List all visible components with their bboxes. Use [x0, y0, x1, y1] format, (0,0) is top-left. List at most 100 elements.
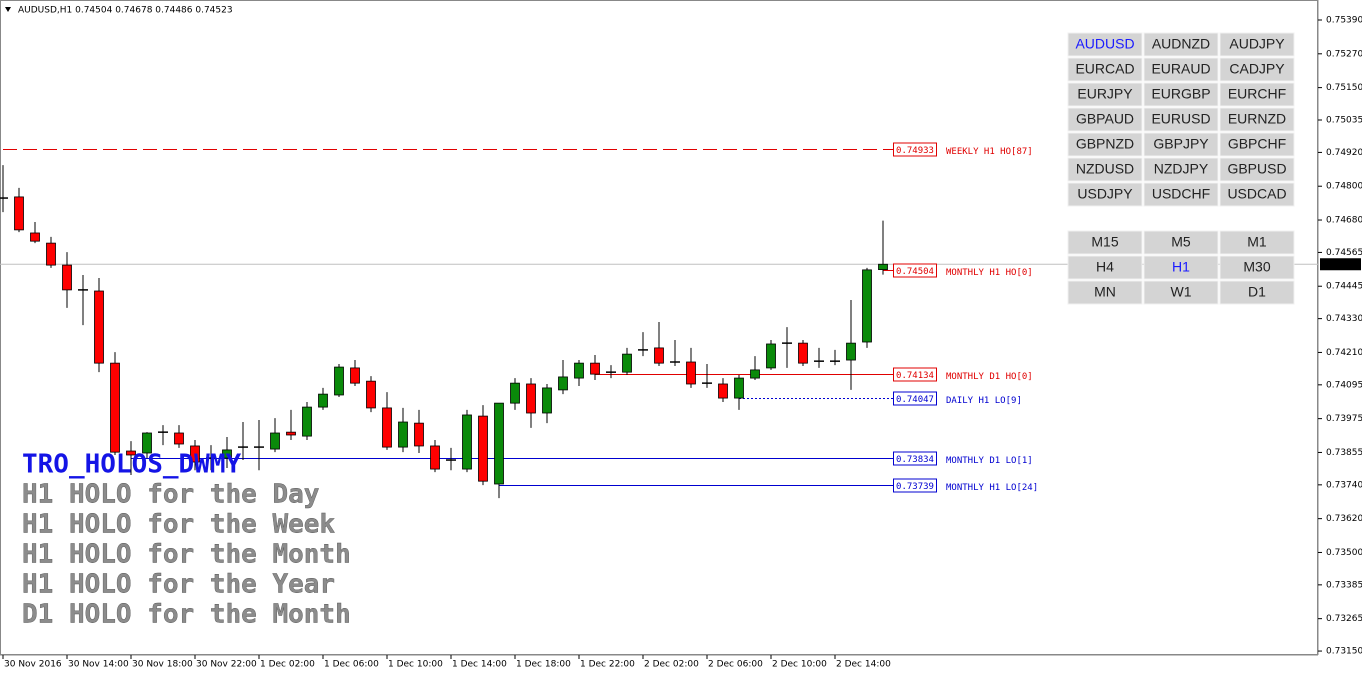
y-tick-label: 0.74920 — [1326, 148, 1362, 158]
overlay-line: H1 HOLO for the Month — [22, 540, 351, 570]
button[interactable] — [1067, 182, 1143, 207]
y-tick-label: 0.73855 — [1326, 448, 1362, 458]
button-label[interactable]: GBPAUD — [1076, 111, 1134, 127]
button-label[interactable]: AUDNZD — [1152, 36, 1210, 52]
button-label[interactable]: D1 — [1248, 284, 1266, 300]
level-box — [893, 142, 937, 157]
button-label[interactable]: EURGBP — [1151, 86, 1210, 102]
button[interactable] — [1219, 82, 1295, 107]
button[interactable] — [1143, 280, 1219, 305]
button-label[interactable]: W1 — [1171, 284, 1192, 300]
button[interactable] — [1219, 57, 1295, 82]
button-label[interactable]: M5 — [1171, 234, 1191, 250]
level-value: 0.73739 — [896, 482, 934, 492]
candle-body — [798, 342, 808, 364]
button-label[interactable]: USDJPY — [1077, 186, 1133, 202]
y-tick-label: 0.73975 — [1326, 414, 1362, 424]
button[interactable] — [1067, 230, 1143, 255]
candle-body — [686, 361, 696, 385]
button-label[interactable]: EURJPY — [1077, 86, 1133, 102]
button-label[interactable]: NZDJPY — [1154, 161, 1209, 177]
button[interactable] — [1067, 255, 1143, 280]
button-label[interactable]: EURUSD — [1151, 111, 1210, 127]
y-tick-label: 0.73620 — [1326, 514, 1362, 524]
button-label[interactable]: USDCAD — [1227, 186, 1286, 202]
button-label[interactable]: AUDUSD — [1075, 36, 1134, 52]
button-label[interactable]: GBPNZD — [1076, 136, 1134, 152]
button[interactable] — [1219, 32, 1295, 57]
button[interactable] — [1219, 182, 1295, 207]
candle-body — [142, 432, 152, 454]
button[interactable] — [1067, 57, 1143, 82]
candle-body — [718, 383, 728, 399]
button-label[interactable]: AUDJPY — [1229, 36, 1285, 52]
candle-body — [46, 242, 56, 266]
button[interactable] — [1143, 157, 1219, 182]
button[interactable] — [1143, 230, 1219, 255]
button-label[interactable]: NZDUSD — [1076, 161, 1134, 177]
button-label[interactable]: GBPJPY — [1153, 136, 1209, 152]
candle-body — [542, 387, 552, 414]
overlay-line: H1 HOLO for the Year — [22, 570, 335, 600]
level-box — [893, 367, 937, 382]
button[interactable] — [1143, 132, 1219, 157]
level-value: 0.74134 — [896, 371, 934, 381]
button[interactable] — [1143, 82, 1219, 107]
candle-body — [350, 367, 360, 384]
candle-body — [190, 445, 200, 463]
button[interactable] — [1219, 230, 1295, 255]
x-tick-label: 2 Dec 10:00 — [772, 660, 827, 670]
button-label[interactable]: M1 — [1247, 234, 1267, 250]
button[interactable] — [1219, 280, 1295, 305]
button[interactable] — [1143, 32, 1219, 57]
level-box — [893, 391, 937, 406]
button-label[interactable]: CADJPY — [1229, 61, 1285, 77]
button-label[interactable]: USDCHF — [1152, 186, 1210, 202]
level-name: MONTHLY H1 HO[0] — [946, 268, 1033, 278]
button-label[interactable]: EURCHF — [1228, 86, 1286, 102]
candle-body — [126, 450, 136, 456]
y-tick-label: 0.74445 — [1326, 282, 1362, 292]
button[interactable] — [1067, 157, 1143, 182]
overlay-title: TRO_HOLOS_DWMY — [22, 450, 241, 480]
button-label[interactable]: H4 — [1096, 259, 1114, 275]
candle-body — [478, 415, 488, 482]
button[interactable] — [1067, 132, 1143, 157]
button-label[interactable]: EURCAD — [1075, 61, 1134, 77]
button-label[interactable]: M30 — [1243, 259, 1270, 275]
button-label[interactable]: GBPCHF — [1228, 136, 1286, 152]
y-tick-label: 0.75390 — [1326, 16, 1362, 26]
button[interactable] — [1219, 107, 1295, 132]
button-label[interactable]: M15 — [1091, 234, 1118, 250]
candle-body — [94, 290, 104, 364]
menu-arrow[interactable] — [5, 7, 11, 12]
candle-body — [878, 263, 888, 271]
button-label[interactable]: H1 — [1172, 259, 1190, 275]
button[interactable] — [1219, 157, 1295, 182]
candle-body — [574, 362, 584, 379]
button[interactable] — [1143, 182, 1219, 207]
button[interactable] — [1219, 132, 1295, 157]
y-tick-label: 0.75270 — [1326, 49, 1362, 59]
button-label[interactable]: GBPUSD — [1227, 161, 1286, 177]
x-tick-label: 1 Dec 10:00 — [388, 660, 443, 670]
button[interactable] — [1143, 107, 1219, 132]
current-price-label: 0.74523 — [1324, 260, 1361, 270]
overlay-line: H1 HOLO for the Day — [22, 480, 319, 510]
button[interactable] — [1143, 57, 1219, 82]
button[interactable] — [1143, 255, 1219, 280]
button-label[interactable]: MN — [1094, 284, 1116, 300]
button[interactable] — [1219, 255, 1295, 280]
button-label[interactable]: EURNZD — [1228, 111, 1286, 127]
button[interactable] — [1067, 32, 1143, 57]
overlay-line: H1 HOLO for the Week — [22, 510, 335, 540]
button[interactable] — [1067, 280, 1143, 305]
candle-body — [590, 362, 600, 375]
x-tick-label: 1 Dec 22:00 — [580, 660, 635, 670]
level-name: MONTHLY D1 LO[1] — [946, 456, 1033, 466]
button[interactable] — [1067, 107, 1143, 132]
y-tick-label: 0.74095 — [1326, 380, 1362, 390]
level-box — [893, 263, 937, 278]
button-label[interactable]: EURAUD — [1151, 61, 1210, 77]
button[interactable] — [1067, 82, 1143, 107]
